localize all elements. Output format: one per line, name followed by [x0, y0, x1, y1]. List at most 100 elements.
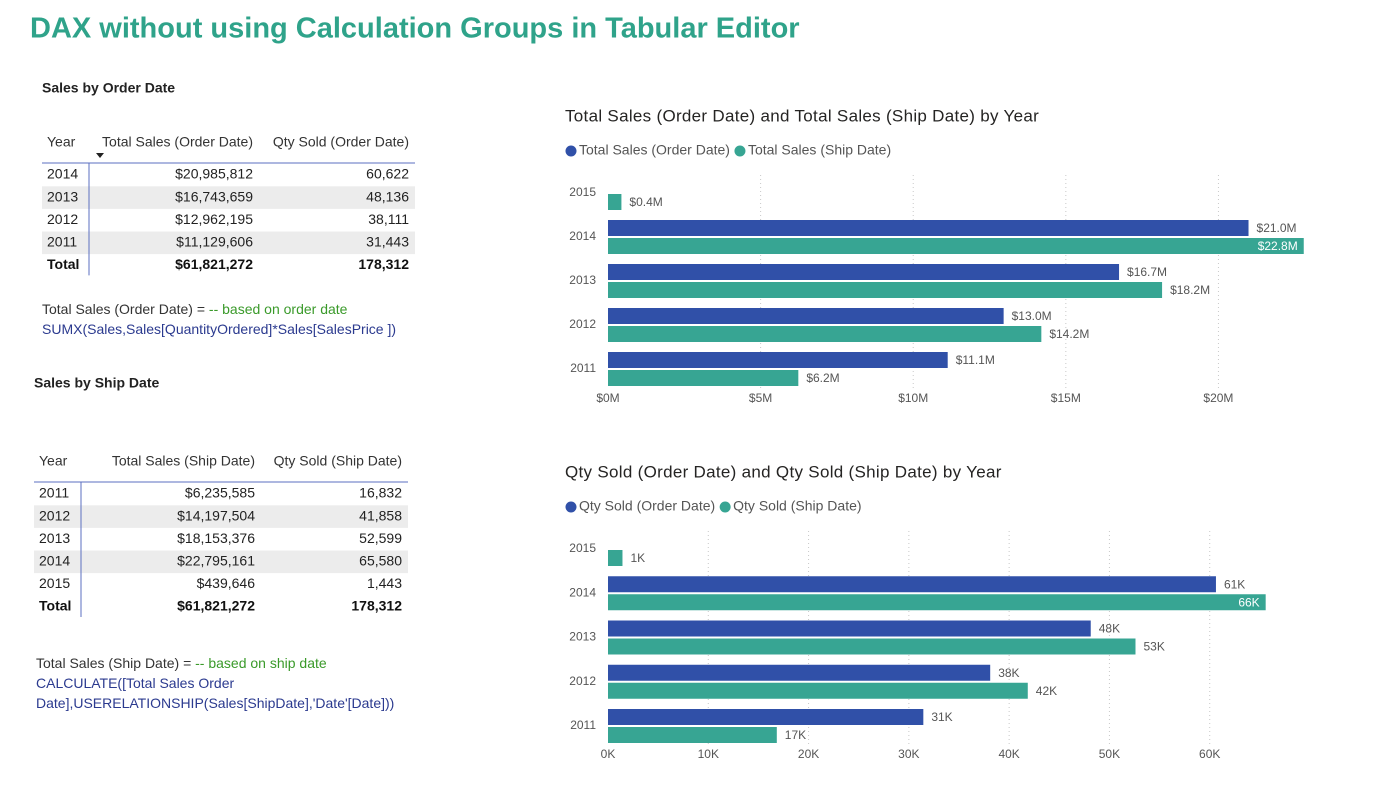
- cell: $20,985,812: [175, 166, 253, 182]
- cell: 2015: [39, 575, 70, 591]
- bar: [608, 282, 1163, 298]
- cell: $14,197,504: [177, 507, 255, 523]
- column-header: Total Sales (Ship Date): [112, 453, 255, 469]
- cell: $12,962,195: [175, 211, 253, 227]
- x-tick-label: $5M: [749, 391, 772, 405]
- data-label: 17K: [785, 728, 806, 742]
- x-tick-label: $15M: [1051, 391, 1081, 405]
- total-cell: Total: [39, 598, 71, 614]
- bar: [608, 709, 924, 725]
- formula-code: SUMX(Sales,Sales[QuantityOrdered]*Sales[…: [42, 321, 397, 337]
- y-tick-label: 2011: [570, 718, 596, 732]
- x-tick-label: $10M: [898, 391, 928, 405]
- row-band: [34, 505, 408, 528]
- y-tick-label: 2013: [569, 273, 596, 287]
- formula: Total Sales (Ship Date) = -- based on sh…: [36, 653, 327, 673]
- row-band: [42, 186, 415, 209]
- row-band: [42, 231, 415, 255]
- sort-arrow: [96, 153, 104, 158]
- cell: 2012: [47, 211, 78, 227]
- y-tick-label: 2014: [569, 229, 596, 243]
- data-label: $21.0M: [1257, 221, 1297, 235]
- data-label: 38K: [998, 666, 1019, 680]
- x-tick-label: 40K: [998, 747, 1019, 761]
- data-label: $18.2M: [1170, 283, 1210, 297]
- cell: 2014: [47, 166, 78, 182]
- legend-marker: [734, 145, 746, 157]
- page-title: DAX without using Calculation Groups in …: [30, 13, 800, 45]
- data-label: 66K: [1238, 595, 1259, 609]
- formula: Total Sales (Order Date) = -- based on o…: [42, 299, 396, 339]
- data-label: 53K: [1143, 640, 1164, 654]
- cell: 31,443: [366, 234, 409, 250]
- cell: $439,646: [197, 575, 256, 591]
- data-label: 61K: [1224, 577, 1245, 591]
- legend-marker: [565, 145, 577, 157]
- bar: [608, 370, 799, 386]
- bar: [608, 308, 1004, 324]
- total-cell: $61,821,272: [175, 256, 253, 272]
- bar: [608, 194, 622, 210]
- cell: 48,136: [366, 188, 409, 204]
- column-header: Qty Sold (Ship Date): [274, 453, 402, 469]
- bar: [608, 682, 1028, 699]
- legend-label: Total Sales (Order Date): [579, 142, 730, 158]
- total-cell: $61,821,272: [177, 598, 255, 614]
- y-tick-label: 2012: [569, 674, 596, 688]
- cell: 65,580: [359, 553, 402, 569]
- column-header: Year: [47, 134, 76, 150]
- bar: [608, 238, 1304, 254]
- x-tick-label: 50K: [1099, 747, 1120, 761]
- cell: 1,443: [367, 575, 402, 591]
- cell: $11,129,606: [176, 234, 253, 250]
- cell: $6,235,585: [185, 485, 255, 501]
- y-tick-label: 2011: [570, 361, 596, 375]
- legend-label: Total Sales (Ship Date): [748, 142, 891, 158]
- cell: $18,153,376: [177, 530, 255, 546]
- bar: [608, 352, 948, 368]
- bar: [608, 594, 1266, 611]
- cell: 60,622: [366, 166, 409, 182]
- data-label: $16.7M: [1127, 265, 1167, 279]
- data-label: 48K: [1099, 622, 1120, 636]
- x-tick-label: $20M: [1203, 391, 1233, 405]
- y-tick-label: 2014: [569, 585, 596, 599]
- x-tick-label: 0K: [601, 747, 616, 761]
- x-tick-label: 30K: [898, 747, 919, 761]
- formula-name: Total Sales (Order Date) =: [42, 301, 206, 317]
- legend-label: Qty Sold (Order Date): [579, 498, 715, 514]
- cell: 38,111: [368, 211, 409, 227]
- bar: [608, 220, 1249, 236]
- data-label: 1K: [630, 551, 645, 565]
- bar: [608, 727, 777, 743]
- formula-comment: -- based on ship date: [195, 655, 327, 671]
- cell: 2012: [39, 507, 70, 523]
- data-label: $0.4M: [629, 195, 662, 209]
- cell: 41,858: [359, 507, 402, 523]
- bar: [608, 620, 1091, 637]
- row-band: [34, 550, 408, 574]
- cell: 2011: [47, 234, 77, 250]
- bar: [608, 264, 1120, 280]
- data-label: $13.0M: [1012, 309, 1052, 323]
- formula-comment: -- based on order date: [208, 301, 348, 317]
- y-tick-label: 2012: [569, 317, 596, 331]
- cell: $22,795,161: [177, 553, 255, 569]
- formula-name: Total Sales (Ship Date) =: [36, 655, 192, 671]
- y-tick-label: 2015: [569, 541, 596, 555]
- bar: [608, 576, 1216, 593]
- chart-title: Total Sales (Order Date) and Total Sales…: [565, 106, 1039, 125]
- cell: 52,599: [359, 530, 402, 546]
- table-title: Sales by Order Date: [42, 80, 175, 96]
- cell: $16,743,659: [175, 188, 253, 204]
- bar: [608, 638, 1136, 655]
- legend-marker: [719, 501, 731, 513]
- cell: 16,832: [359, 485, 402, 501]
- total-cell: Total: [47, 256, 79, 272]
- total-cell: 178,312: [351, 598, 402, 614]
- data-label: $22.8M: [1258, 239, 1298, 253]
- bar: [608, 550, 623, 566]
- chart-title: Qty Sold (Order Date) and Qty Sold (Ship…: [565, 462, 1002, 481]
